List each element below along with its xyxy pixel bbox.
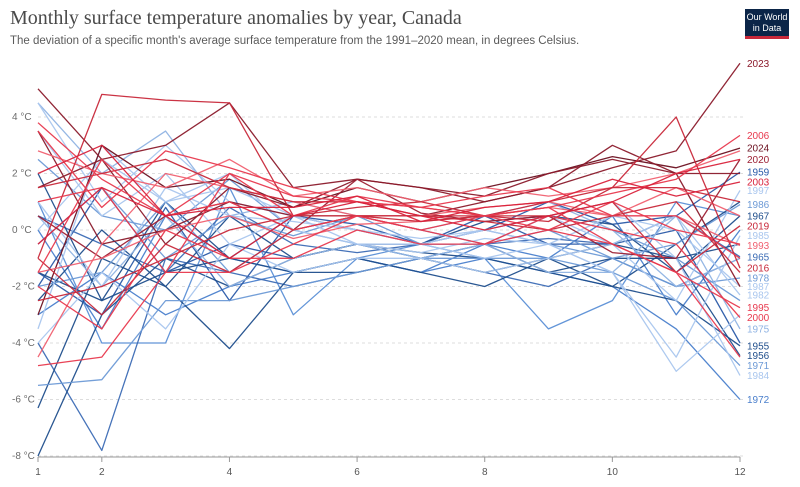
series-line[interactable] (37, 150, 741, 203)
series-line-1975[interactable] (37, 215, 741, 330)
y-tick-label: -4 °C (12, 338, 35, 349)
owid-logo[interactable]: Our World in Data (745, 9, 789, 39)
y-tick-label: -2 °C (12, 282, 35, 293)
y-tick-label: -8 °C (12, 451, 35, 462)
series-line[interactable] (37, 257, 741, 452)
series-end-label[interactable]: 2023 (747, 59, 770, 70)
y-tick-label: 0 °C (12, 225, 32, 236)
series-end-label[interactable]: 2019 (747, 221, 770, 232)
logo-line-1: Our World (746, 12, 788, 22)
series-line[interactable] (37, 201, 741, 302)
series-line-2020[interactable] (37, 159, 741, 259)
series-end-label[interactable]: 2024 (747, 144, 770, 155)
series-line-1982[interactable] (37, 215, 741, 344)
series-end-label[interactable]: 1986 (747, 200, 770, 211)
y-tick-label: 2 °C (12, 169, 32, 180)
series-line[interactable] (37, 88, 740, 197)
series-end-label[interactable]: 1982 (747, 290, 770, 301)
x-axis-labels: 1 2 4 6 8 10 12 (35, 457, 746, 478)
series-end-label[interactable]: 1971 (747, 361, 770, 372)
x-tick-label: 6 (354, 467, 360, 478)
series-end-label[interactable]: 2006 (747, 131, 770, 142)
series-end-label[interactable]: 2003 (747, 177, 770, 188)
series-end-label[interactable]: 1985 (747, 231, 770, 242)
y-tick-label: -6 °C (12, 395, 35, 406)
series-line[interactable] (37, 130, 741, 259)
series-line[interactable] (37, 144, 741, 372)
chart-title: Monthly surface temperature anomalies by… (10, 7, 462, 29)
series-end-label[interactable]: 1984 (747, 371, 770, 382)
series-end-label[interactable]: 2016 (747, 264, 770, 275)
series-end-label[interactable]: 2020 (747, 155, 770, 166)
series-line-1971[interactable] (37, 257, 741, 387)
x-tick-label: 1 (35, 467, 41, 478)
x-tick-label: 10 (607, 467, 619, 478)
series-end-label[interactable]: 1997 (747, 186, 770, 197)
series-end-label[interactable]: 1975 (747, 324, 770, 335)
x-tick-label: 4 (227, 467, 233, 478)
series-line-2023[interactable] (37, 62, 741, 245)
series-end-label[interactable]: 1956 (747, 351, 770, 362)
series-line[interactable] (37, 201, 741, 367)
series-end-label[interactable]: 1965 (747, 252, 770, 263)
series-end-label[interactable]: 1987 (747, 282, 770, 293)
series-line[interactable] (37, 144, 741, 259)
y-axis-labels: 4 °C 2 °C 0 °C -2 °C -4 °C -6 °C -8 °C (12, 112, 35, 462)
series-end-label[interactable]: 1993 (747, 241, 770, 252)
series-end-label[interactable]: 2000 (747, 313, 770, 324)
series-line[interactable] (37, 229, 741, 358)
logo-line-2: in Data (752, 22, 782, 33)
series-end-label[interactable]: 1955 (747, 341, 770, 352)
series-end-label[interactable]: 1967 (747, 211, 770, 222)
series-end-label[interactable]: 1972 (747, 395, 770, 406)
series-end-label[interactable]: 1995 (747, 303, 770, 314)
series-end-label[interactable]: 1978 (747, 274, 770, 285)
logo-accent-bar (745, 36, 789, 39)
y-tick-label: 4 °C (12, 112, 32, 123)
series-lines (37, 62, 741, 457)
x-tick-label: 8 (482, 467, 488, 478)
x-tick-label: 12 (734, 467, 746, 478)
x-tick-label: 2 (99, 467, 105, 478)
grid (38, 116, 745, 458)
series-end-label[interactable]: 1959 (747, 168, 770, 179)
chart-subtitle: The deviation of a specific month's aver… (10, 35, 580, 47)
